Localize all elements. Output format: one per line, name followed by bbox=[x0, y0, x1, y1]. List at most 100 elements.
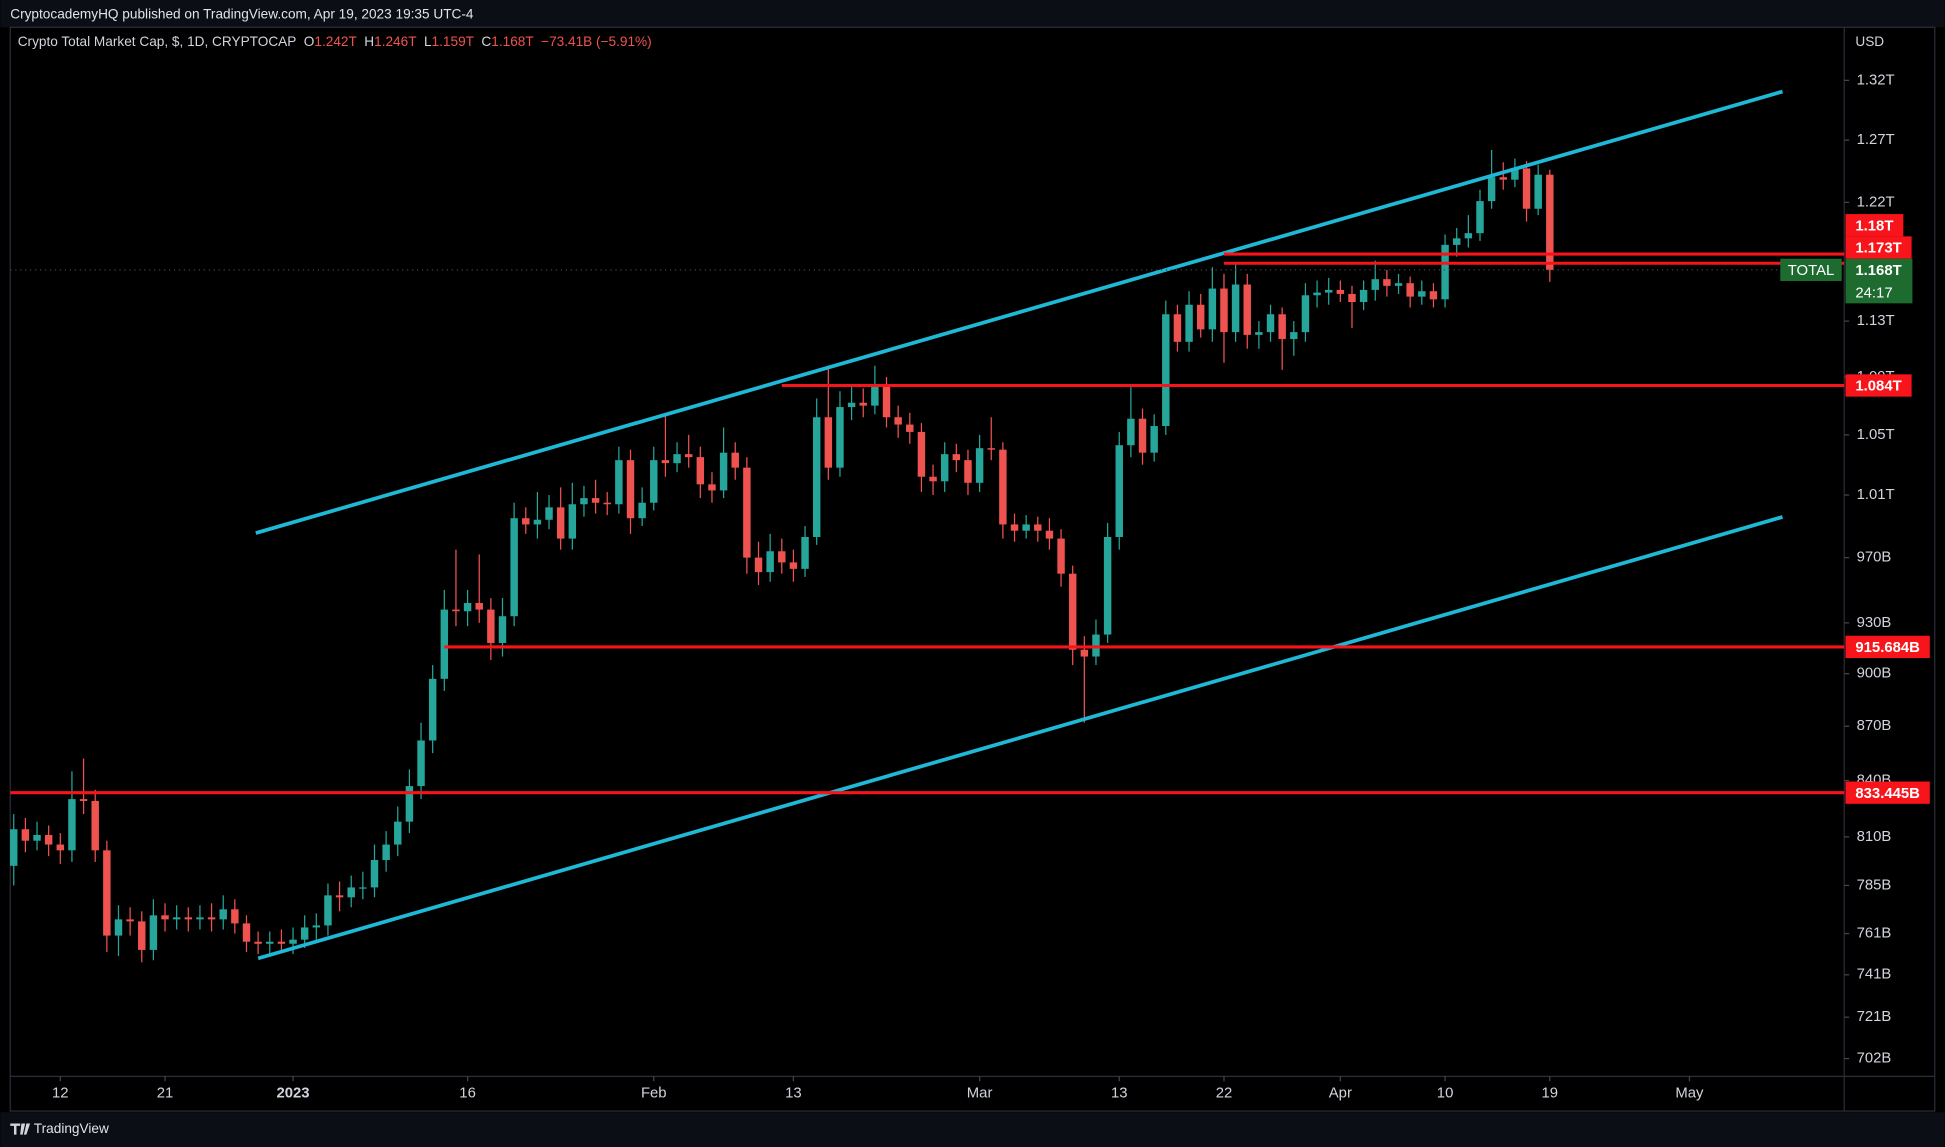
legend-value: 1.246T bbox=[374, 34, 417, 49]
candle-body bbox=[1127, 418, 1135, 446]
candle-body bbox=[103, 850, 111, 936]
y-tick-label: 930B bbox=[1857, 615, 1892, 631]
x-tick-label: 2023 bbox=[276, 1086, 309, 1102]
candle-body bbox=[335, 895, 344, 898]
candle-body bbox=[626, 460, 635, 519]
x-tick-label: 16 bbox=[459, 1086, 476, 1102]
candle-body bbox=[1045, 530, 1054, 539]
legend-key: L bbox=[424, 34, 432, 49]
candle-body bbox=[184, 917, 193, 920]
candle-body bbox=[1522, 168, 1531, 209]
candle-body bbox=[254, 941, 262, 944]
last-price-label: 1.168T bbox=[1855, 263, 1901, 279]
candle-body bbox=[91, 800, 99, 851]
candle-body bbox=[440, 609, 449, 679]
legend-value: 1.242T bbox=[314, 34, 357, 49]
x-tick-label: 22 bbox=[1216, 1086, 1233, 1102]
candle-body bbox=[289, 939, 297, 944]
candle-body bbox=[556, 507, 565, 539]
candle-body bbox=[475, 603, 483, 610]
candle-body bbox=[708, 484, 716, 491]
candle-body bbox=[999, 449, 1007, 525]
candle-body bbox=[1231, 284, 1240, 333]
candle-body bbox=[871, 386, 879, 406]
candle-body bbox=[1115, 445, 1123, 538]
level-label: 1.18T bbox=[1855, 218, 1893, 234]
candle-body bbox=[1220, 288, 1228, 333]
candle-body bbox=[778, 551, 786, 563]
candle-body bbox=[1313, 292, 1321, 296]
x-tick-label: Feb bbox=[641, 1086, 667, 1102]
x-tick-label: 21 bbox=[157, 1086, 174, 1102]
candle-body bbox=[615, 460, 623, 505]
header-bar bbox=[0, 0, 1945, 28]
candle-body bbox=[812, 417, 821, 538]
candle-body bbox=[1429, 291, 1438, 300]
x-tick-label: Mar bbox=[967, 1086, 993, 1102]
legend-value: 1.168T bbox=[491, 34, 534, 49]
candle-body bbox=[824, 417, 833, 468]
candle-body bbox=[266, 941, 274, 944]
candle-body bbox=[650, 460, 658, 503]
candle-body bbox=[1022, 524, 1030, 531]
candle-body bbox=[603, 502, 611, 505]
level-label: 833.445B bbox=[1855, 786, 1920, 802]
candle-body bbox=[394, 821, 402, 845]
frame bbox=[9, 26, 1936, 1112]
y-tick-label: 970B bbox=[1857, 550, 1892, 566]
candle-body bbox=[987, 448, 995, 450]
legend-key: O bbox=[304, 34, 315, 49]
publisher: CryptocademyHQ published on TradingView.… bbox=[10, 6, 474, 21]
symbol-label: TOTAL bbox=[1788, 263, 1835, 279]
candle-body bbox=[1418, 291, 1426, 297]
footer-bar bbox=[0, 1112, 1945, 1147]
candle-body bbox=[1406, 283, 1414, 297]
candle-body bbox=[591, 498, 600, 503]
candle-body bbox=[1371, 279, 1379, 290]
candle-body bbox=[1243, 284, 1251, 335]
candle-body bbox=[44, 834, 53, 845]
symbol-box bbox=[1780, 258, 1842, 282]
candle-body bbox=[417, 740, 425, 787]
candle-body bbox=[324, 895, 332, 926]
candle-body bbox=[277, 941, 286, 944]
countdown: 24:17 bbox=[1855, 285, 1892, 301]
candle-body bbox=[940, 454, 949, 482]
candle-body bbox=[1499, 177, 1507, 180]
candle-body bbox=[638, 502, 646, 519]
legend-key: C bbox=[481, 34, 491, 49]
legend-title: Crypto Total Market Cap, $, 1D, CRYPTOCA… bbox=[18, 34, 297, 49]
candle-body bbox=[684, 454, 693, 458]
candle-body bbox=[1441, 244, 1449, 300]
y-tick-label: 785B bbox=[1857, 877, 1892, 893]
candle-body bbox=[929, 476, 937, 482]
candle-body bbox=[906, 424, 914, 432]
x-tick-label: 12 bbox=[52, 1086, 69, 1102]
legend-key: H bbox=[364, 34, 374, 49]
candle-body bbox=[219, 909, 227, 920]
candle-body bbox=[1487, 177, 1496, 202]
candle-body bbox=[1103, 537, 1112, 635]
level-label: 915.684B bbox=[1855, 640, 1920, 656]
candle-body bbox=[1476, 201, 1484, 234]
candle-body bbox=[743, 467, 751, 558]
candle-body bbox=[231, 909, 239, 924]
candle-body bbox=[1173, 314, 1182, 342]
candle-body bbox=[463, 603, 472, 612]
candle-body bbox=[300, 927, 309, 940]
candle-body bbox=[21, 829, 30, 841]
candle-body bbox=[359, 887, 367, 889]
candle-body bbox=[347, 887, 355, 898]
candle-body bbox=[149, 915, 158, 950]
candle-body bbox=[79, 799, 88, 801]
candle-body bbox=[242, 923, 251, 942]
candle-body bbox=[510, 518, 518, 617]
candle-body bbox=[661, 460, 670, 464]
candle-body bbox=[1394, 283, 1403, 286]
x-tick-label: 13 bbox=[1111, 1086, 1128, 1102]
candle-body bbox=[673, 454, 681, 464]
candle-body bbox=[789, 562, 798, 569]
candle-body bbox=[1185, 304, 1193, 342]
